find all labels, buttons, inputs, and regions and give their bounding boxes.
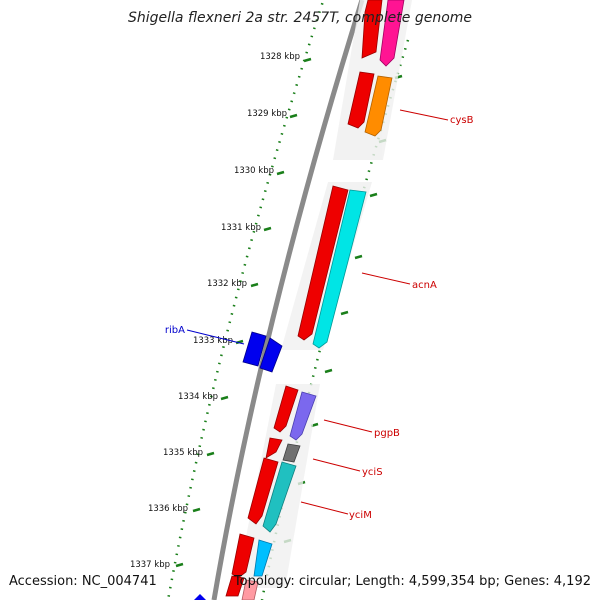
gene-ribA-arrow [242, 331, 267, 367]
gene-label-ribA: ribA [165, 325, 185, 336]
tick-label: 1333 kbp [193, 336, 233, 346]
tick-mark [289, 113, 298, 119]
gene-arrow-pink [241, 579, 259, 600]
gene-arrow-navy [194, 594, 206, 600]
map-title: Shigella flexneri 2a str. 2457T, complet… [127, 10, 473, 26]
gene-arrow [347, 71, 375, 129]
tick-mark [324, 368, 333, 374]
tick-mark [250, 282, 259, 288]
gene-label-yciM: yciM [349, 510, 372, 521]
forward-strand-genes [225, 0, 383, 597]
gene-arrow-magenta [379, 0, 405, 67]
pgpB-leader-line [323, 419, 373, 433]
tick-label: 1335 kbp [163, 448, 203, 458]
tick-mark [303, 57, 312, 63]
acnA-leader-line [361, 272, 411, 285]
gene-pgpB-arrow [289, 391, 317, 441]
tick-label: 1337 kbp [130, 560, 170, 570]
gene-arrow-skyblue [253, 539, 273, 577]
gene-arrow [273, 385, 299, 433]
ribA-leader-line [186, 329, 245, 345]
gene-label-yciS: yciS [362, 467, 383, 478]
tick-label: 1332 kbp [207, 279, 247, 289]
cysB-leader-line [399, 109, 449, 121]
tick-label: 1330 kbp [234, 166, 274, 176]
genome-backbone [211, 0, 365, 600]
gene-arrow [231, 533, 255, 579]
accession-text: Accession: NC_004741 [9, 574, 157, 589]
tick-label: 1334 kbp [178, 392, 218, 402]
gene-arrow [297, 185, 349, 341]
gene-label-cysB: cysB [450, 115, 474, 126]
tick-label: 1328 kbp [260, 52, 300, 62]
yciM-leader-line [300, 501, 349, 515]
tick-mark [354, 254, 363, 260]
gene-arrow [247, 457, 279, 525]
gene-arrow [225, 575, 245, 597]
gene-arrow [361, 0, 383, 59]
tick-mark [192, 507, 201, 513]
tick-mark [276, 170, 285, 176]
tick-label: 1331 kbp [221, 223, 261, 233]
gene-label-acnA: acnA [412, 280, 437, 291]
gene-label-pgpB: pgpB [374, 428, 400, 439]
gene-arrow [265, 437, 283, 459]
tick-mark [263, 226, 272, 232]
tick-mark [340, 310, 349, 316]
yciS-leader-line [312, 458, 361, 472]
gene-cysB-arrow [364, 75, 393, 137]
gene-yciS-arrow [282, 443, 301, 463]
gene-ribA2-arrow [259, 337, 283, 373]
tick-label: 1329 kbp [247, 109, 287, 119]
tick-mark [369, 192, 378, 198]
tick-label: 1336 kbp [148, 504, 188, 514]
gene-yciM-arrow [262, 461, 297, 533]
topology-text: Topology: circular; Length: 4,599,354 bp… [233, 574, 591, 589]
tick-mark [175, 562, 184, 568]
gene-acnA-arrow [312, 189, 367, 349]
tick-mark [220, 395, 229, 401]
tick-mark [206, 451, 215, 457]
